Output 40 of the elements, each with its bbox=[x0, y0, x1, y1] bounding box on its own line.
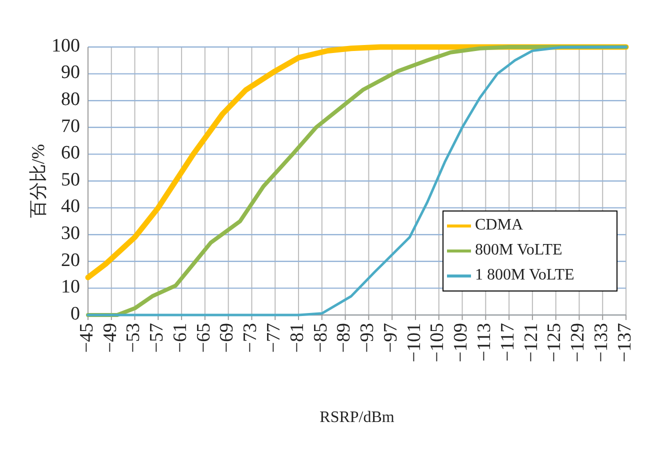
x-tick-label: −45 bbox=[76, 323, 98, 353]
y-tick-label: 100 bbox=[52, 35, 80, 56]
x-tick-label: −113 bbox=[474, 323, 496, 362]
x-tick-label: −93 bbox=[357, 323, 378, 353]
y-tick-label: 80 bbox=[61, 88, 80, 110]
x-tick-label: −129 bbox=[568, 323, 589, 362]
x-tick-label: −81 bbox=[286, 323, 308, 353]
x-tick-label: −121 bbox=[520, 323, 542, 362]
x-tick-label: −73 bbox=[240, 323, 262, 353]
x-tick-label: −69 bbox=[216, 323, 238, 353]
y-tick-label: 20 bbox=[61, 250, 80, 271]
x-tick-label: −97 bbox=[380, 323, 402, 353]
x-axis-title: RSRP/dBm bbox=[320, 409, 395, 426]
x-tick-label: −117 bbox=[497, 323, 518, 362]
y-tick-label: 0 bbox=[70, 303, 80, 324]
x-tick-label: −109 bbox=[450, 323, 472, 362]
x-tick-label: −137 bbox=[614, 323, 636, 362]
legend-label: 800M VoLTE bbox=[475, 242, 562, 259]
y-tick-label: 60 bbox=[61, 142, 80, 164]
x-tick-label: −49 bbox=[100, 323, 121, 353]
y-tick-label: 30 bbox=[61, 222, 80, 244]
y-tick-label: 40 bbox=[61, 196, 80, 218]
y-tick-label: 90 bbox=[61, 62, 80, 84]
y-tick-label: 50 bbox=[61, 169, 80, 190]
x-tick-label: −101 bbox=[404, 323, 425, 362]
x-tick-label: −133 bbox=[590, 323, 612, 362]
x-tick-label: −57 bbox=[146, 323, 168, 353]
y-axis-title: 百分比/% bbox=[28, 144, 48, 218]
x-tick-label: −61 bbox=[170, 323, 191, 353]
legend-label: 1 800M VoLTE bbox=[475, 266, 574, 284]
x-tick-label: −53 bbox=[123, 323, 144, 353]
x-tick-label: −125 bbox=[544, 323, 566, 362]
x-tick-label: −65 bbox=[193, 323, 214, 353]
y-tick-label: 70 bbox=[61, 116, 80, 137]
x-tick-label: −89 bbox=[334, 323, 355, 353]
x-tick-label: −85 bbox=[310, 323, 332, 353]
y-tick-label: 10 bbox=[61, 276, 80, 298]
legend-label: CDMA bbox=[475, 216, 524, 234]
x-tick-label: −105 bbox=[427, 323, 448, 362]
x-tick-label: −77 bbox=[263, 323, 284, 353]
